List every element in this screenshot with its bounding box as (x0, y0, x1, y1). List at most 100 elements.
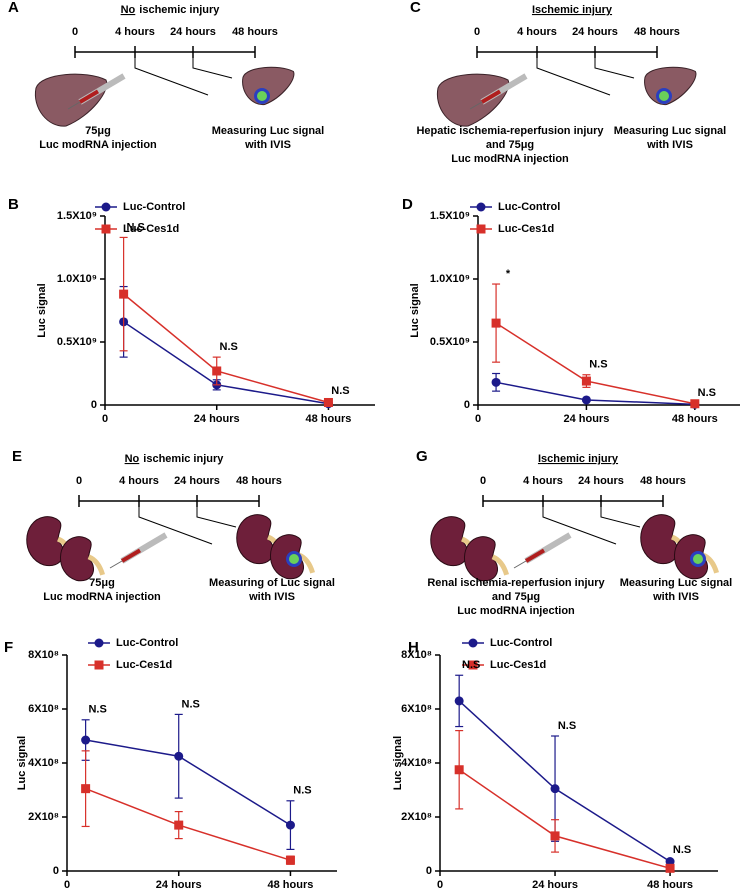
significance: * (506, 268, 511, 280)
legend-marker (94, 660, 104, 670)
y-tick-label: 1.5X10⁹ (430, 210, 470, 222)
point (491, 318, 501, 328)
zoom-line (542, 507, 617, 545)
timeline-label: 48 hours (640, 475, 686, 487)
syringe-needle (67, 101, 81, 110)
y-tick-label: 0 (426, 865, 432, 877)
point (581, 376, 591, 386)
x-tick-label: 48 hours (672, 413, 718, 425)
timeline-label: 24 hours (170, 26, 216, 38)
kidney (236, 514, 274, 565)
signal-core (289, 554, 299, 564)
x-tick-label: 0 (64, 879, 70, 891)
series-line (458, 769, 671, 870)
x-tick-label: 0 (475, 413, 481, 425)
significance: N.S (673, 844, 691, 856)
timeline-title: No ischemic injury (125, 453, 225, 465)
timeline-title: No ischemic injury (121, 4, 221, 16)
point (665, 863, 675, 873)
caption-right: Measuring Luc signal (212, 125, 324, 137)
caption-left: and 75μg (492, 591, 540, 603)
y-axis-label: Luc signal (16, 736, 28, 790)
caption-left: 75μg (85, 125, 111, 137)
kidney (640, 514, 678, 565)
significance: N.S (462, 659, 480, 671)
title-underlined: Ischemic injury (532, 4, 613, 16)
point (285, 820, 295, 830)
series-line (85, 787, 291, 861)
timeline-label: 0 (480, 475, 486, 487)
liver (34, 73, 108, 127)
timeline-label: 0 (76, 475, 82, 487)
signal-core (693, 554, 703, 564)
timeline-title: Ischemic injury (538, 453, 619, 465)
syringe-fluid (78, 89, 100, 104)
legend-marker (468, 638, 478, 648)
x-tick-label: 48 hours (268, 879, 314, 891)
timeline-label: 24 hours (572, 26, 618, 38)
syringe-needle (513, 560, 527, 569)
x-tick-label: 0 (437, 879, 443, 891)
title-underlined: No (121, 4, 136, 16)
legend-label: Luc-Control (116, 637, 178, 649)
y-tick-label: 8X10⁸ (401, 649, 432, 661)
legend-label: Luc-Control (490, 637, 552, 649)
y-tick-label: 0 (464, 399, 470, 411)
syringe-fluid (524, 548, 546, 563)
y-tick-label: 2X10⁸ (401, 811, 432, 823)
point (550, 784, 560, 794)
zoom-line (134, 58, 209, 96)
zoom-line (192, 58, 233, 79)
point (690, 399, 700, 409)
x-tick-label: 24 hours (563, 413, 609, 425)
timeline-title: Ischemic injury (532, 4, 613, 16)
timeline-label: 48 hours (236, 475, 282, 487)
significance: N.S (293, 785, 311, 797)
timeline-label: 4 hours (517, 26, 557, 38)
panel-label: B (8, 196, 19, 213)
y-tick-label: 0.5X10⁹ (57, 336, 97, 348)
caption-right: with IVIS (248, 591, 295, 603)
panel-label: F (4, 639, 13, 656)
liver (436, 73, 510, 127)
y-tick-label: 4X10⁸ (28, 757, 59, 769)
significance: N.S (331, 385, 349, 397)
title-rest: ischemic injury (139, 4, 220, 16)
caption-left: Luc modRNA injection (39, 139, 157, 151)
title-underlined: Ischemic injury (538, 453, 619, 465)
caption-left: Luc modRNA injection (43, 591, 161, 603)
ureter (87, 554, 106, 576)
y-tick-label: 6X10⁸ (401, 703, 432, 715)
legend-label: Luc-Ces1d (123, 223, 179, 235)
signal-core (257, 91, 267, 101)
y-tick-label: 0 (53, 865, 59, 877)
point (81, 735, 91, 745)
significance: N.S (88, 704, 106, 716)
zoom-line (594, 58, 635, 79)
zoom-line (196, 507, 237, 528)
schematic: A No ischemic injury 0 4 hours 24 hours 48 hou… (8, 0, 324, 151)
significance: N.S (698, 387, 716, 399)
caption-right: Measuring Luc signal (614, 125, 726, 137)
timeline-label: 48 hours (232, 26, 278, 38)
caption-left: Renal ischemia-reperfusion injury (427, 577, 605, 589)
legend-label: Luc-Ces1d (490, 659, 546, 671)
syringe-fluid (480, 89, 502, 104)
legend-marker (101, 202, 111, 212)
y-axis-label: Luc signal (392, 736, 404, 790)
legend-marker (476, 202, 486, 212)
point (581, 395, 591, 405)
x-tick-label: 48 hours (306, 413, 352, 425)
legend-marker (94, 638, 104, 648)
point (491, 377, 501, 387)
series-line (85, 739, 291, 826)
significance: N.S (220, 341, 238, 353)
legend-label: Luc-Control (498, 201, 560, 213)
x-tick-label: 24 hours (156, 879, 202, 891)
title-rest: ischemic injury (143, 453, 224, 465)
timeline-label: 0 (72, 26, 78, 38)
caption-right: with IVIS (652, 591, 699, 603)
significance: N.S (182, 698, 200, 710)
y-tick-label: 2X10⁸ (28, 811, 59, 823)
caption-left: and 75μg (486, 139, 534, 151)
